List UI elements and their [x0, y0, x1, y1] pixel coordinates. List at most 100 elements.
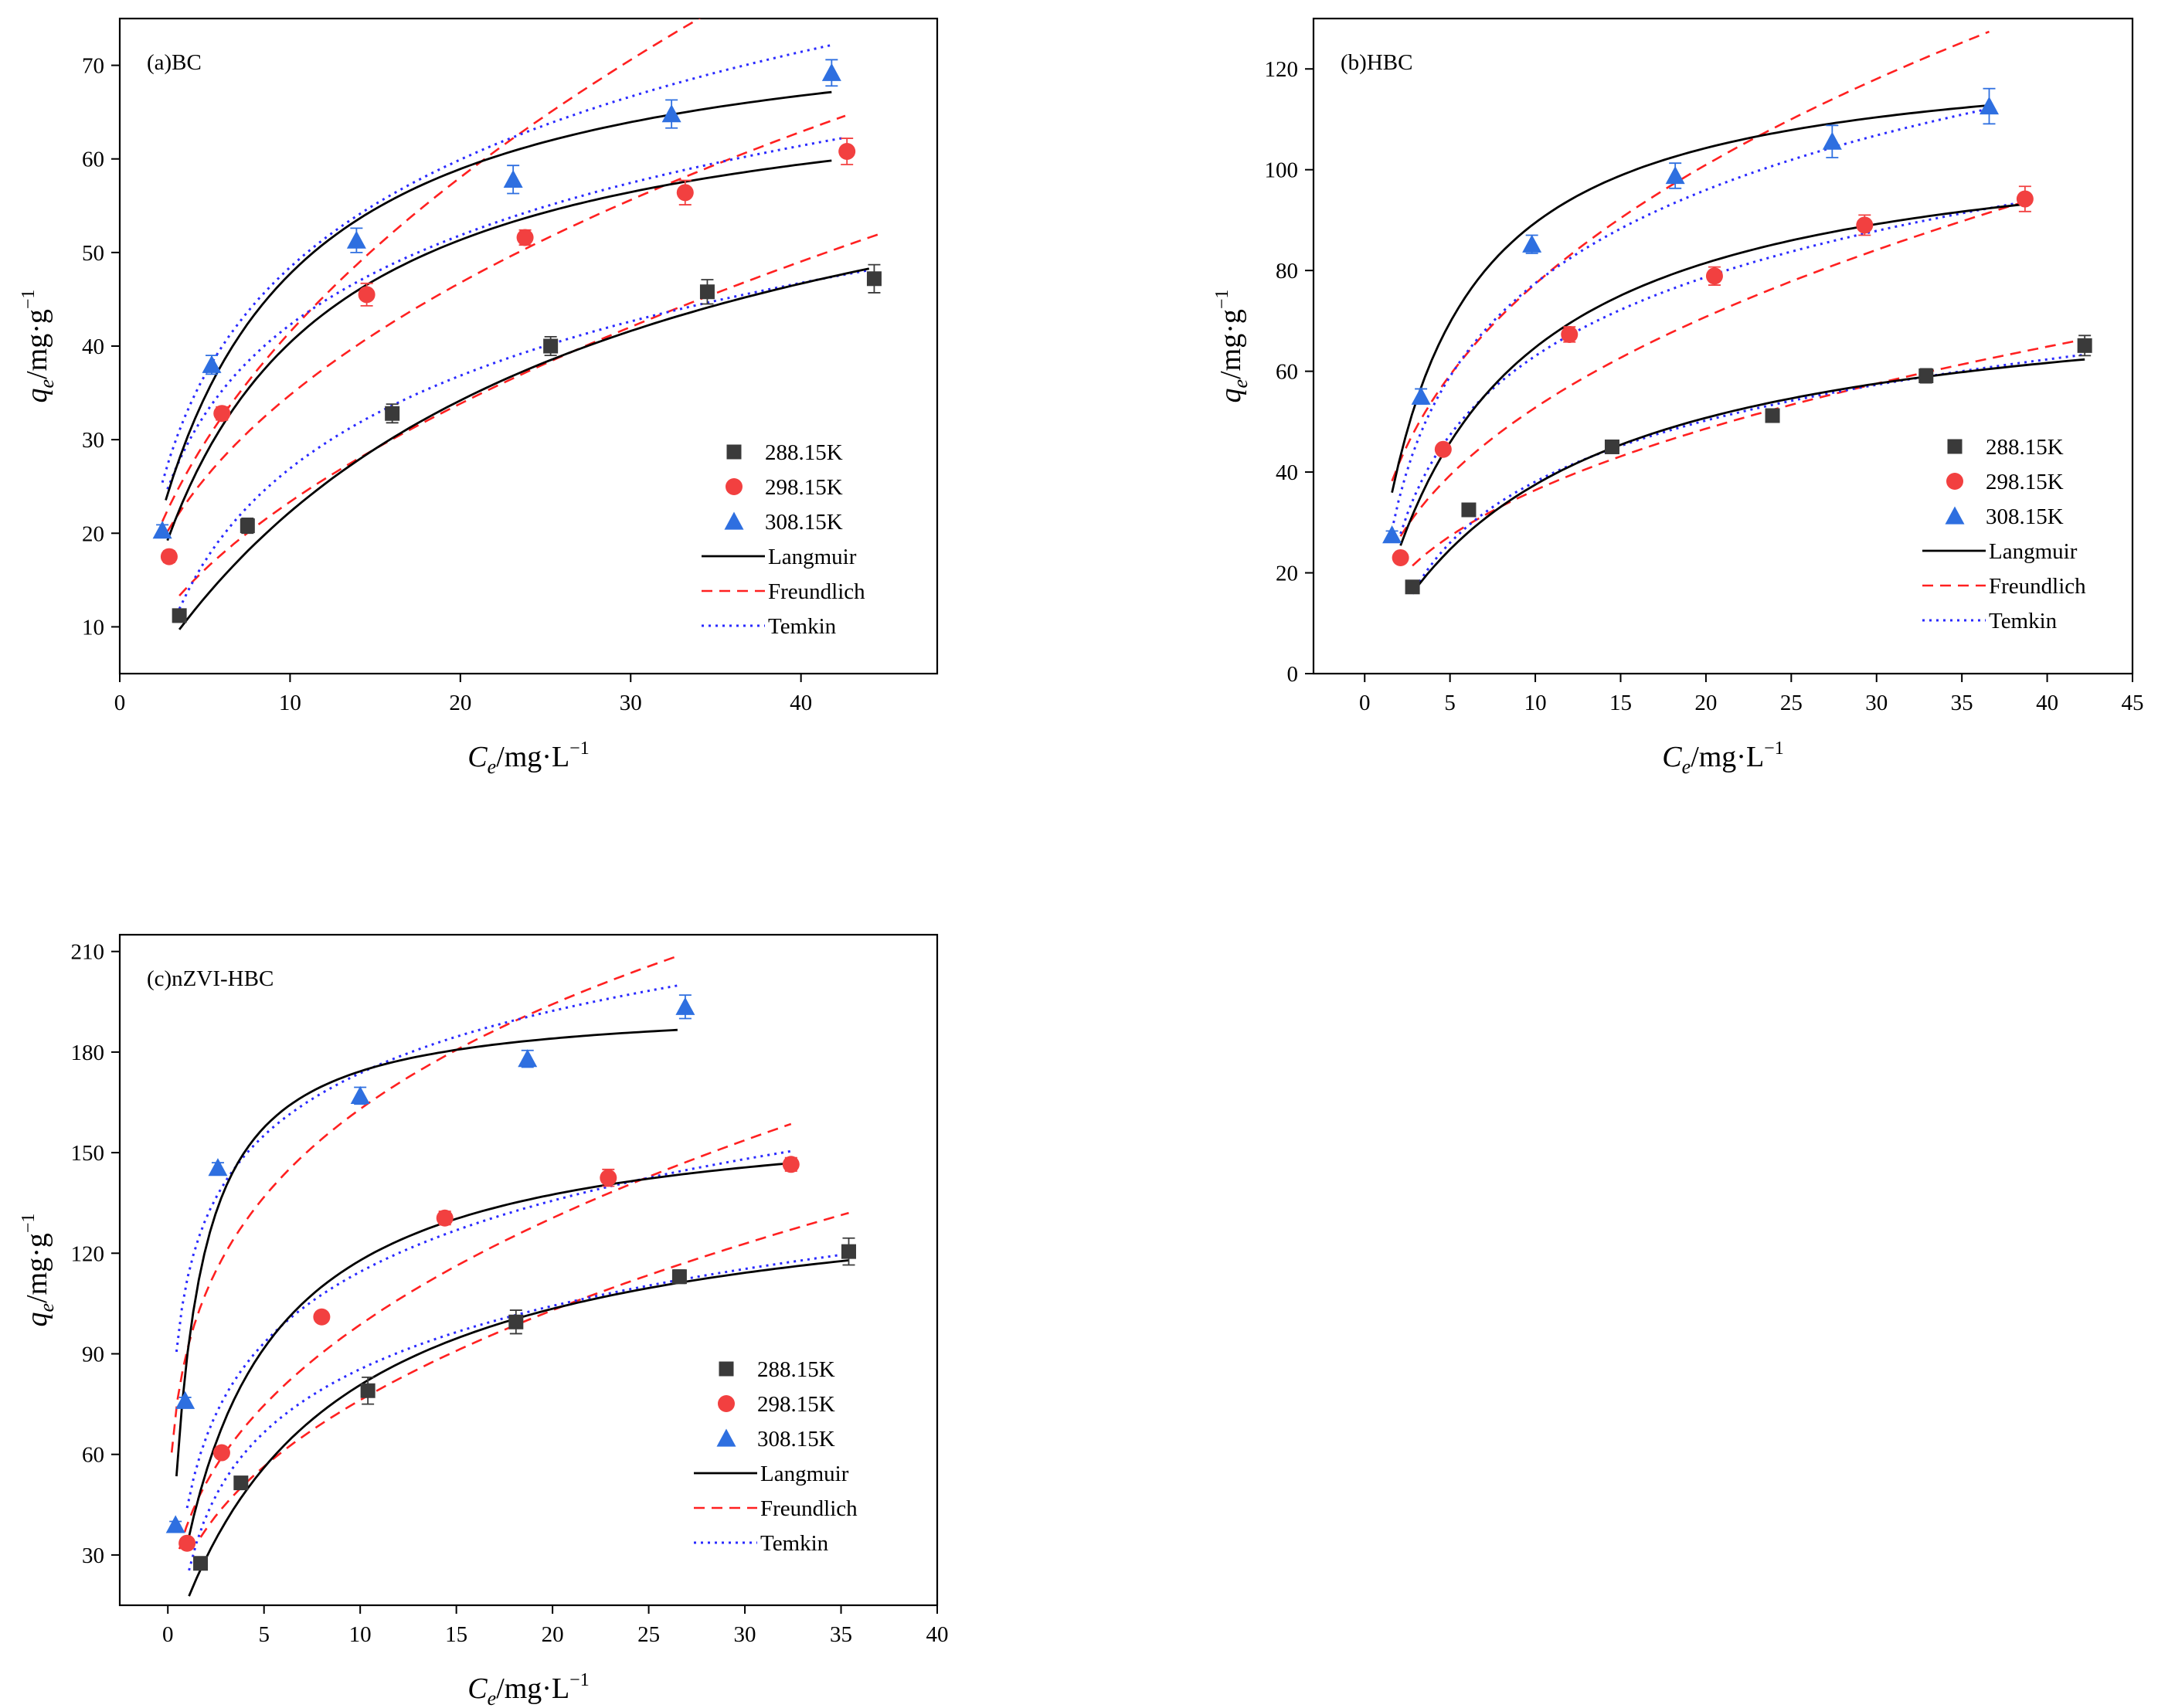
- legend-marker: [718, 1395, 735, 1412]
- x-tick-label: 0: [1359, 691, 1371, 715]
- data-point: [2016, 190, 2034, 208]
- series-288-15K: [193, 1237, 856, 1571]
- y-tick-label: 10: [82, 615, 104, 640]
- legend: 288.15K 298.15K 308.15K Langmuir Freundlich T…: [1922, 435, 2086, 633]
- y-tick-label: 80: [1276, 259, 1298, 284]
- langmuir-fit-308-15K: [1391, 104, 1990, 494]
- series-298-15K: [178, 1156, 800, 1552]
- data-point: [202, 355, 222, 373]
- x-axis-label-symbol: C: [467, 741, 488, 773]
- legend-label: Freundlich: [760, 1496, 858, 1521]
- data-point: [385, 406, 400, 421]
- legend-label: 288.15K: [1986, 435, 2064, 460]
- legend-label: Langmuir: [1989, 539, 2078, 564]
- data-point: [160, 548, 178, 565]
- data-point: [1405, 579, 1420, 595]
- x-axis-label-subscript: e: [1682, 756, 1691, 778]
- legend-marker: [724, 511, 744, 530]
- legend: 288.15K 298.15K 308.15K Langmuir Freundlich T…: [702, 440, 865, 639]
- legend-label: Temkin: [768, 614, 837, 639]
- y-axis-label-unit: /mg·g: [1215, 309, 1247, 379]
- y-tick-label: 180: [71, 1041, 105, 1065]
- data-point: [518, 1049, 538, 1068]
- x-axis-label-unit: /mg·L: [496, 1672, 569, 1705]
- data-point: [213, 405, 231, 423]
- data-point: [175, 1391, 195, 1409]
- x-tick-label: 30: [620, 691, 642, 715]
- y-axis-label-exponent: −1: [19, 290, 39, 310]
- legend-label: Freundlich: [768, 579, 865, 604]
- x-tick-label: 10: [1524, 691, 1547, 715]
- data-point: [1434, 440, 1452, 458]
- langmuir-fit-298-15K: [166, 159, 832, 542]
- y-axis-label-exponent: −1: [19, 1214, 39, 1234]
- legend-label: Langmuir: [760, 1462, 849, 1486]
- data-point: [212, 1444, 230, 1462]
- y-axis-label-subscript: e: [36, 379, 58, 389]
- x-axis-label: Ce/mg·L−1: [467, 1670, 589, 1708]
- y-axis-label: qe/mg·g−1: [19, 1214, 58, 1327]
- legend-marker: [1945, 506, 1965, 525]
- panel-title: (b)HBC: [1341, 50, 1412, 75]
- y-axis-label-symbol: q: [21, 388, 53, 402]
- data-point: [2077, 338, 2092, 353]
- series-288-15K: [1405, 334, 2092, 595]
- data-point: [503, 169, 523, 188]
- temkin-fit-288-15K: [178, 269, 870, 610]
- data-point: [671, 1269, 687, 1285]
- freundlich-fit-298-15K: [178, 1122, 792, 1550]
- data-point: [346, 230, 366, 249]
- data-point: [516, 229, 534, 246]
- temkin-fit-298-15K: [166, 137, 845, 490]
- data-point: [1411, 386, 1431, 405]
- fit-curves: [170, 955, 849, 1597]
- data-point: [841, 1244, 856, 1259]
- data-point: [360, 1383, 376, 1398]
- y-tick-label: 120: [1265, 57, 1299, 82]
- langmuir-fit-298-15K: [1399, 202, 2026, 546]
- data-point: [699, 284, 715, 300]
- legend-label: 298.15K: [1986, 470, 2064, 494]
- data-point: [661, 104, 681, 123]
- x-axis-label-exponent: −1: [569, 1670, 590, 1690]
- x-axis-label-exponent: −1: [569, 739, 590, 759]
- data-point: [1856, 216, 1874, 234]
- legend-label: 308.15K: [1986, 504, 2064, 529]
- legend-label: Temkin: [760, 1531, 829, 1556]
- temkin-fit-288-15K: [1411, 353, 2085, 595]
- data-point: [233, 1475, 249, 1491]
- y-tick-label: 30: [82, 428, 104, 453]
- panel-title: (c)nZVI-HBC: [147, 966, 274, 991]
- x-tick-label: 5: [258, 1622, 270, 1647]
- data-point: [358, 286, 376, 304]
- legend-label: Temkin: [1989, 609, 2058, 633]
- legend-label: Langmuir: [768, 545, 857, 569]
- y-axis-label-subscript: e: [1229, 379, 1252, 389]
- temkin-fit-288-15K: [188, 1252, 849, 1571]
- x-tick-label: 35: [1951, 691, 1973, 715]
- legend-marker: [719, 1361, 734, 1377]
- series-298-15K: [1392, 185, 2034, 566]
- data-point: [676, 184, 694, 202]
- x-tick-label: 15: [1609, 691, 1632, 715]
- x-axis-label: Ce/mg·L−1: [467, 739, 589, 778]
- legend-label: 308.15K: [757, 1427, 835, 1452]
- data-point: [1522, 234, 1542, 253]
- legend-marker: [726, 444, 742, 460]
- y-tick-label: 60: [82, 148, 104, 172]
- chart-panel-2: 0 5 10 15 20 25 30 35 40 45 0 20 40 60 80 100 120 (b)HBC C…: [1212, 17, 2144, 778]
- data-point: [152, 521, 172, 539]
- x-tick-label: 40: [790, 691, 812, 715]
- y-tick-label: 90: [82, 1343, 104, 1367]
- y-tick-label: 50: [82, 241, 104, 266]
- data-point: [1561, 325, 1579, 343]
- x-tick-label: 35: [830, 1622, 852, 1647]
- x-axis-label-symbol: C: [1662, 741, 1682, 773]
- x-axis-label-exponent: −1: [1764, 739, 1784, 759]
- y-tick-label: 70: [82, 54, 104, 79]
- y-tick-label: 150: [71, 1141, 105, 1166]
- legend-marker: [1947, 439, 1963, 454]
- y-tick-label: 40: [82, 334, 104, 359]
